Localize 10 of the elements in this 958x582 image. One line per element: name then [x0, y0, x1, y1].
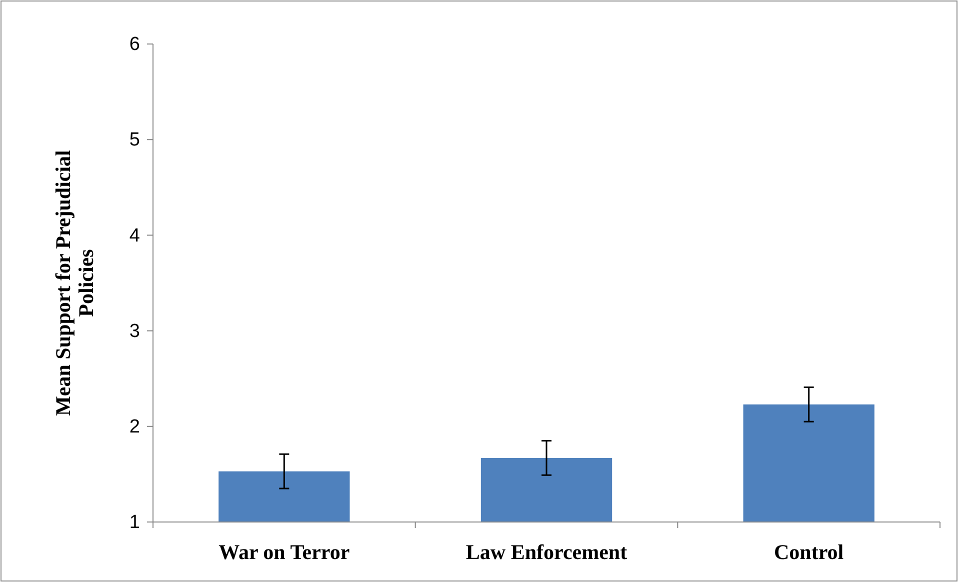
y-tick-label: 6 — [129, 34, 140, 56]
x-tick-label: War on Terror — [218, 540, 350, 564]
x-tick-label: Law Enforcement — [466, 540, 628, 564]
y-tick-label: 1 — [129, 512, 140, 534]
y-tick-label: 3 — [129, 320, 140, 342]
y-tick-label: 5 — [129, 130, 140, 151]
y-axis-title: Mean Support for Prejudicial Policies — [51, 150, 98, 416]
x-tick-label: Control — [774, 540, 844, 564]
y-tick-label: 2 — [129, 416, 140, 438]
y-tick-label: 4 — [129, 225, 140, 246]
